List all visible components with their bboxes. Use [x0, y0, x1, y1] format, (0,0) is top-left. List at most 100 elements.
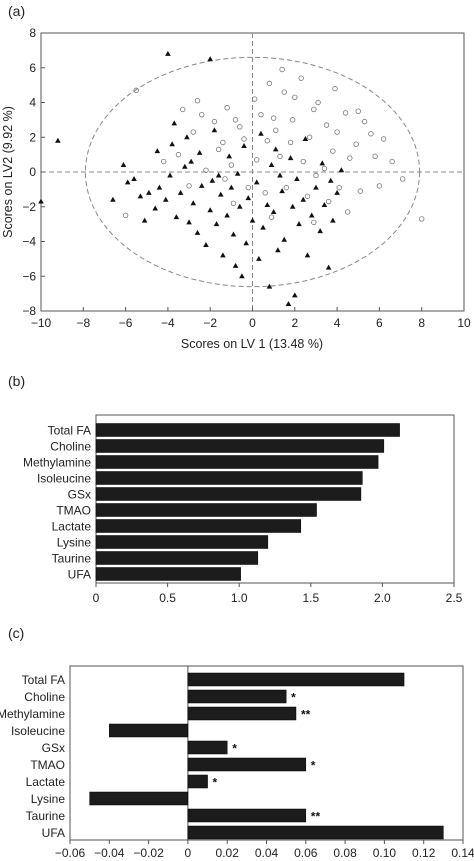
circle-point [245, 184, 251, 191]
triangle-point [226, 153, 233, 159]
category-label: Choline [24, 690, 65, 704]
plot-c-bars: ******** [89, 672, 444, 840]
triangle-point [165, 50, 171, 56]
circle-point [311, 219, 317, 226]
category-label: Methylamine [23, 456, 91, 470]
circle-point [279, 66, 285, 73]
triangle-point [196, 149, 203, 155]
bar [95, 471, 363, 485]
triangle-point [281, 236, 288, 242]
triangle-point [330, 217, 336, 223]
triangle-point [327, 177, 334, 183]
bar [187, 672, 405, 687]
plot-c-ticks: −0.06 −0.04 −0.02 0 0.02 0.04 0.06 0.08 0.10 0.12… [55, 840, 474, 860]
circle-point [133, 87, 139, 94]
triangle-point [207, 56, 213, 62]
circle-point [289, 117, 296, 123]
triangle-point [230, 231, 237, 237]
bar [95, 503, 317, 517]
bar [89, 791, 189, 806]
bar [95, 519, 302, 533]
x-tick-label: −10 [31, 316, 52, 330]
triangle-point [55, 137, 61, 143]
circle-point [262, 190, 268, 196]
bar [95, 551, 259, 565]
bar [95, 535, 269, 549]
significance-marker: * [213, 776, 218, 790]
x-tick-label: −6 [119, 316, 133, 330]
x-tick-label: −4 [161, 316, 175, 330]
significance-marker: ** [301, 708, 311, 722]
triangle-point [156, 184, 163, 190]
triangle-point [289, 203, 296, 209]
y-tick-label: 8 [29, 26, 36, 40]
circle-point [241, 136, 247, 142]
bar [187, 757, 307, 772]
plot-c-category-labels: Total FA Choline Methylamine Isoleucine GSx T… [0, 673, 65, 840]
triangle-point [190, 200, 197, 206]
triangle-point [171, 120, 178, 126]
x-tick-label: 0.02 [216, 846, 240, 860]
x-tick-label: 2.0 [374, 591, 391, 605]
circle-point [380, 136, 387, 142]
triangle-point [237, 203, 243, 209]
significance-marker: ** [311, 810, 321, 824]
y-tick-label: −2 [22, 200, 36, 214]
triangle-point [266, 283, 273, 289]
triangle-point [321, 202, 328, 208]
circle-point [323, 122, 330, 128]
triangle-point [313, 184, 319, 190]
triangle-point [245, 195, 252, 201]
triangle-point [300, 196, 307, 202]
circle-point [281, 89, 287, 95]
triangle-point [264, 202, 271, 208]
y-tick-label: 0 [29, 165, 36, 179]
triangle-point [120, 162, 127, 168]
circle-point [353, 141, 359, 147]
circle-point [361, 118, 368, 125]
panel-b-label: (b) [8, 373, 25, 389]
triangle-point [188, 158, 194, 164]
category-label: Taurine [52, 552, 92, 566]
y-tick-label: 4 [29, 96, 36, 110]
bar [187, 740, 228, 755]
category-label: Lactate [52, 520, 92, 534]
triangle-point [211, 127, 218, 133]
triangle-point [124, 179, 131, 185]
circle-point [258, 111, 264, 118]
bar [95, 455, 379, 469]
category-label: Methylamine [0, 707, 65, 721]
bar [95, 423, 400, 437]
category-label: UFA [42, 826, 65, 840]
triangle-point [292, 292, 298, 298]
triangle-point [258, 130, 264, 136]
circle-point [230, 200, 237, 206]
circle-point [222, 176, 228, 182]
category-label: TMAO [56, 504, 91, 518]
triangle-point [325, 264, 332, 270]
x-tick-label: 0 [93, 591, 100, 605]
triangle-point [131, 175, 137, 181]
circle-point [273, 127, 279, 133]
circle-point [325, 198, 332, 205]
circle-point [160, 158, 167, 165]
triangle-point [146, 189, 152, 195]
x-tick-label: 2 [291, 316, 298, 330]
significance-marker: * [291, 691, 296, 705]
circle-point [376, 183, 383, 189]
triangle-point [272, 146, 279, 152]
circle-point [220, 139, 226, 146]
x-tick-label: 10 [457, 316, 471, 330]
circle-point [419, 216, 425, 222]
circle-point [194, 98, 201, 104]
circle-point [264, 138, 271, 144]
triangle-point [308, 212, 315, 218]
triangle-point [256, 255, 262, 261]
triangle-point [198, 182, 205, 188]
circle-point [336, 184, 342, 191]
circle-point [342, 110, 349, 116]
circle-point [287, 139, 294, 146]
circle-point [199, 111, 205, 118]
triangle-point [194, 229, 201, 235]
